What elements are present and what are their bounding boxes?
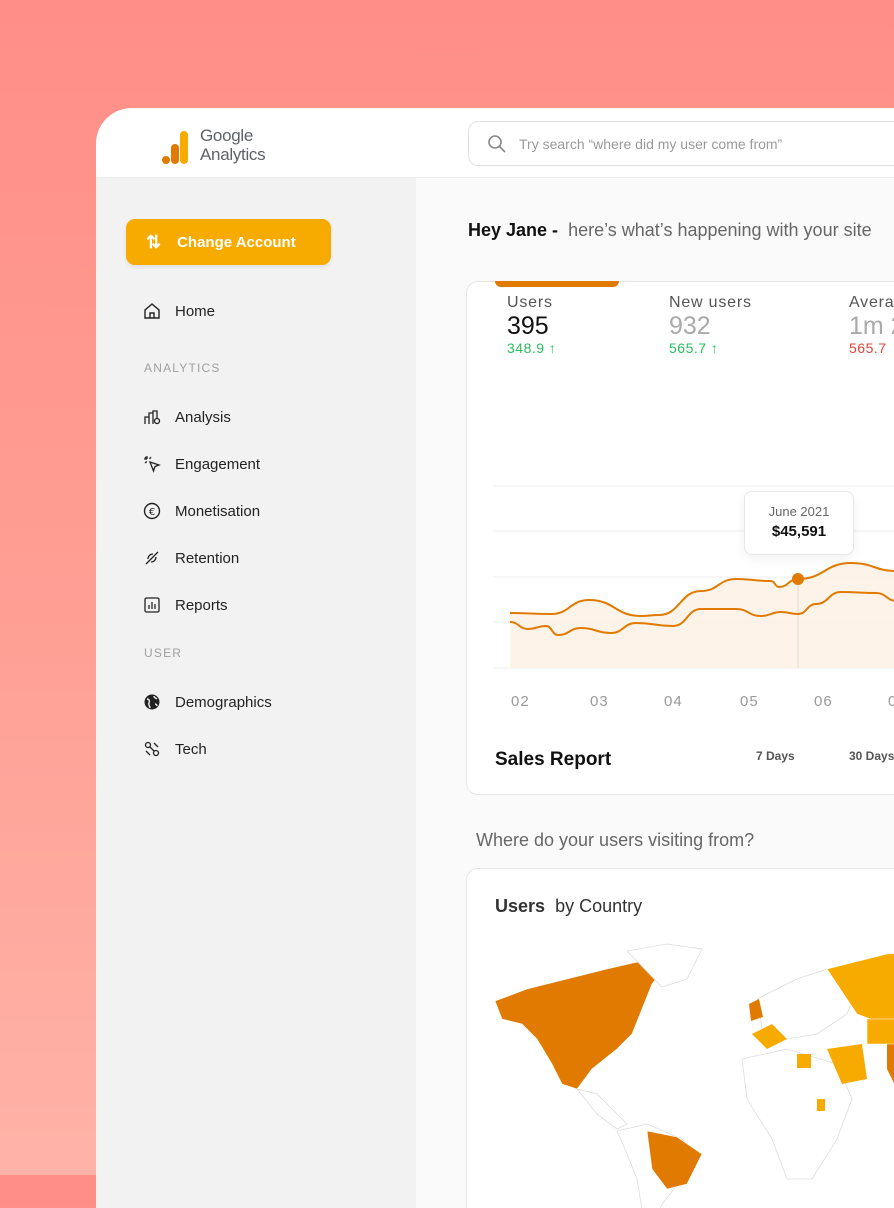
map-region-africa [741,1048,853,1180]
x-tick: 06 [814,693,833,710]
main-content: Hey Jane - here’s what’s happening with … [416,178,894,1208]
map-title-rest: by Country [555,896,643,916]
sidebar-item-reports[interactable]: Reports [143,596,228,614]
map-region-country [797,1054,811,1068]
chart-tooltip: June 2021 $45,591 [744,491,854,555]
kpi-delta: 348.9 ↑ [507,340,557,356]
map-region-india [887,1039,894,1083]
x-tick: 07 [888,693,894,710]
search-icon [488,134,506,153]
map-region-country [817,1099,825,1111]
sidebar-item-label: Demographics [175,693,272,711]
search-input[interactable]: Try search “where did my user come from” [468,121,894,166]
tooltip-label: June 2021 [768,504,830,519]
sidebar-item-demographics[interactable]: Demographics [143,693,272,711]
sales-card: Users 395 348.9 ↑ New users 932 565.7 ↑ … [466,281,894,795]
reports-icon [144,597,160,613]
area-fill [510,563,894,668]
visiting-question: Where do your users visiting from? [476,830,755,850]
sidebar-item-retention[interactable]: Retention [143,549,239,567]
x-tick: 02 [511,693,530,710]
kpi-value: 932 [669,312,711,340]
sidebar-item-label: Engagement [175,455,261,473]
chart-title: Sales Report [495,749,612,770]
kpi-label: New users [669,294,752,311]
svg-text:€: € [149,507,155,518]
retention-icon [145,551,159,565]
kpi-label: Average [849,294,894,311]
globe-icon [144,694,160,710]
map-region-greenland [626,943,703,988]
kpi-average[interactable]: Average 1m 2 565.7 [849,294,894,356]
world-map [494,943,894,1208]
x-tick: 04 [664,693,683,710]
kpi-label: Users [507,294,553,311]
tooltip-value: $45,591 [771,523,827,540]
section-user: USER [144,646,183,660]
active-tab-indicator [495,281,619,287]
sidebar-item-label: Home [175,302,216,320]
kpi-delta: 565.7 [849,340,887,356]
sidebar-item-label: Analysis [175,408,231,426]
logo: Google Analytics [162,126,266,164]
sidebar-item-label: Monetisation [175,502,261,520]
map-region-north-america [494,960,668,1090]
sidebar-item-home[interactable]: Home [143,302,215,320]
euro-icon: € [143,502,161,520]
analysis-icon [144,410,161,425]
sales-line-chart [493,485,894,669]
greeting-name: Hey Jane - [468,220,559,240]
kpi-value: 395 [507,312,549,340]
series-line-upper [509,561,894,618]
home-icon [144,303,160,319]
cursor-click-icon [144,456,161,473]
sidebar-item-monetisation[interactable]: € Monetisation [143,502,260,520]
country-map-card: Users by Country [466,868,894,1208]
logo-text-1: Google [200,126,254,145]
map-region-russia [826,953,894,1029]
swap-icon: ⇅ [146,231,162,252]
analytics-logo-icon [162,130,190,164]
tech-icon [144,741,160,757]
kpi-new-users[interactable]: New users 932 565.7 ↑ [669,294,752,356]
header: Google Analytics Try search “where did my… [96,108,894,178]
range-30-days[interactable]: 30 Days [849,749,894,763]
search-placeholder: Try search “where did my user come from” [519,135,783,152]
kpi-delta: 565.7 ↑ [669,340,719,356]
sidebar-item-label: Reports [175,596,228,614]
sidebar: ⇅ Change Account Home ANALYTICS Analysis… [96,178,416,1208]
greeting-text: here’s what’s happening with your site [568,220,872,240]
sidebar-item-tech[interactable]: Tech [143,740,207,758]
greeting: Hey Jane - here’s what’s happening with … [468,220,872,241]
series-line-lower [509,590,894,637]
kpi-users[interactable]: Users 395 348.9 ↑ [507,294,556,356]
app-window: Google Analytics Try search “where did my… [96,108,894,1208]
logo-text-2: Analytics [200,145,266,164]
change-account-label: Change Account [177,233,296,251]
x-tick: 05 [740,693,759,710]
map-region-asia [866,1018,894,1045]
sidebar-item-label: Retention [175,549,240,567]
kpi-value: 1m 2 [849,312,894,340]
map-region-uk [749,999,763,1021]
map-region-central-america [575,1088,628,1130]
sidebar-item-analysis[interactable]: Analysis [143,408,231,426]
range-7-days[interactable]: 7 Days [756,749,795,763]
sidebar-item-label: Tech [175,740,207,758]
highlighted-point [792,573,804,585]
change-account-button[interactable]: ⇅ Change Account [126,219,331,265]
sidebar-item-engagement[interactable]: Engagement [143,455,260,473]
map-region-middle-east [827,1044,867,1084]
x-tick: 03 [590,693,609,710]
map-region-western-europe [752,1024,787,1049]
section-analytics: ANALYTICS [144,361,221,375]
map-title-bold: Users [495,896,546,916]
